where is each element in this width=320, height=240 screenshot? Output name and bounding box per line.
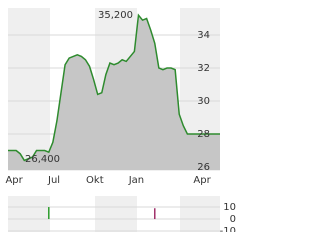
y-tick-label: 34 (197, 30, 210, 41)
y-tick-label: 30 (197, 96, 210, 107)
chart: 26 28 30 32 34 Apr Jul Okt Jan Apr 100-10 35,200 2… (5, 8, 236, 232)
x-tick-label: Jan (128, 175, 144, 186)
bar (154, 208, 156, 220)
bar (48, 207, 50, 220)
y-tick-label: -10 (220, 226, 236, 232)
max-annotation: 35,200 (98, 10, 133, 21)
area-fill (8, 15, 220, 171)
band (8, 8, 50, 170)
x-tick-label: Apr (193, 175, 211, 186)
band (180, 196, 220, 232)
band (95, 196, 137, 232)
y-tick-label: 32 (197, 63, 210, 74)
y-tick-label: 28 (197, 129, 210, 140)
x-tick-label: Okt (86, 175, 104, 186)
x-tick-label: Apr (5, 175, 23, 186)
band (8, 196, 50, 232)
price-line (8, 13, 220, 162)
min-annotation: 26,400 (25, 154, 60, 165)
y-tick-label: 26 (197, 162, 210, 173)
layer: 26 28 30 32 34 Apr Jul Okt Jan Apr 100-10 (5, 13, 236, 232)
y-tick-label: 0 (230, 214, 236, 225)
y-tick-label: 10 (223, 202, 236, 213)
x-tick-label: Jul (47, 175, 60, 186)
page: 26 28 30 32 34 Apr Jul Okt Jan Apr 10 0 -10 35,200 2… (5, 8, 236, 232)
